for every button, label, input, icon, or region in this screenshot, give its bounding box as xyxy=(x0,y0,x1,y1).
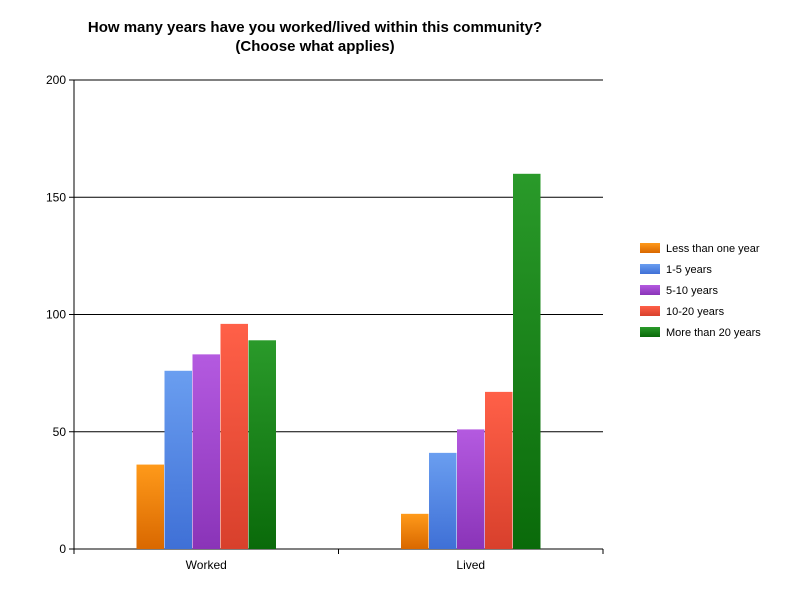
legend-swatch xyxy=(640,264,660,274)
y-tick-label: 50 xyxy=(53,425,67,439)
bar-lived-2 xyxy=(457,429,485,549)
chart-title: How many years have you worked/lived wit… xyxy=(0,18,630,56)
bar-worked-2 xyxy=(192,354,220,549)
y-tick-label: 150 xyxy=(46,190,66,204)
bar-worked-1 xyxy=(164,370,192,549)
bar-lived-0 xyxy=(401,513,429,549)
y-tick-label: 100 xyxy=(46,308,66,322)
bar-worked-3 xyxy=(220,323,248,549)
axes: 0 50 100 150 200 Worked Lived xyxy=(46,73,604,572)
legend-label: More than 20 years xyxy=(666,327,761,339)
chart-title-line-2: (Choose what applies) xyxy=(235,38,395,55)
legend-label: 10-20 years xyxy=(666,306,725,318)
legend-label: 1-5 years xyxy=(666,264,712,276)
chart-title-line-1: How many years have you worked/lived wit… xyxy=(87,19,543,36)
x-category-label: Lived xyxy=(456,558,485,572)
bar-lived-1 xyxy=(429,452,457,549)
legend-swatch xyxy=(640,327,660,337)
legend-swatch xyxy=(640,306,660,316)
legend-label: 5-10 years xyxy=(666,285,718,297)
bar-lived-4 xyxy=(513,173,541,550)
bar-lived-3 xyxy=(485,391,513,549)
legend-swatch xyxy=(640,243,660,253)
legend-label: Less than one year xyxy=(666,243,760,255)
x-category-label: Worked xyxy=(186,558,227,572)
legend-swatch xyxy=(640,285,660,295)
bar-worked-0 xyxy=(136,464,164,549)
legend: Less than one year 1-5 years 5-10 years 10-… xyxy=(640,243,761,339)
bars xyxy=(136,173,541,550)
y-tick-label: 200 xyxy=(46,73,66,87)
y-tick-label: 0 xyxy=(59,542,66,556)
bar-worked-4 xyxy=(248,340,276,549)
